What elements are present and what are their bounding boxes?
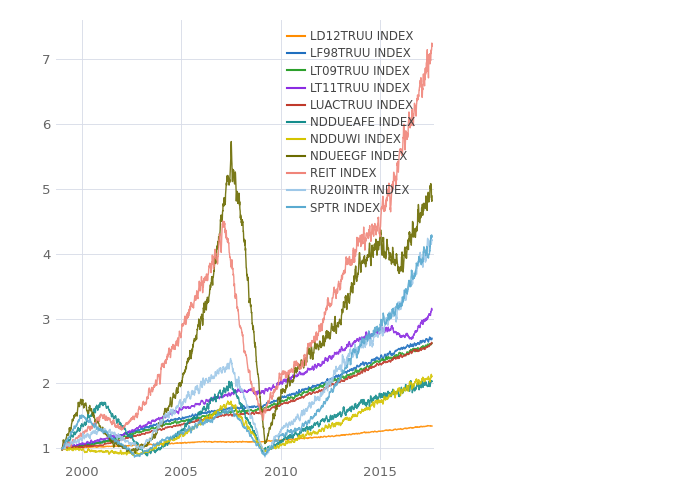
Legend: LD12TRUU INDEX, LF98TRUU INDEX, LT09TRUU INDEX, LT11TRUU INDEX, LUACTRUU INDEX, : LD12TRUU INDEX, LF98TRUU INDEX, LT09TRUU… xyxy=(287,30,416,214)
